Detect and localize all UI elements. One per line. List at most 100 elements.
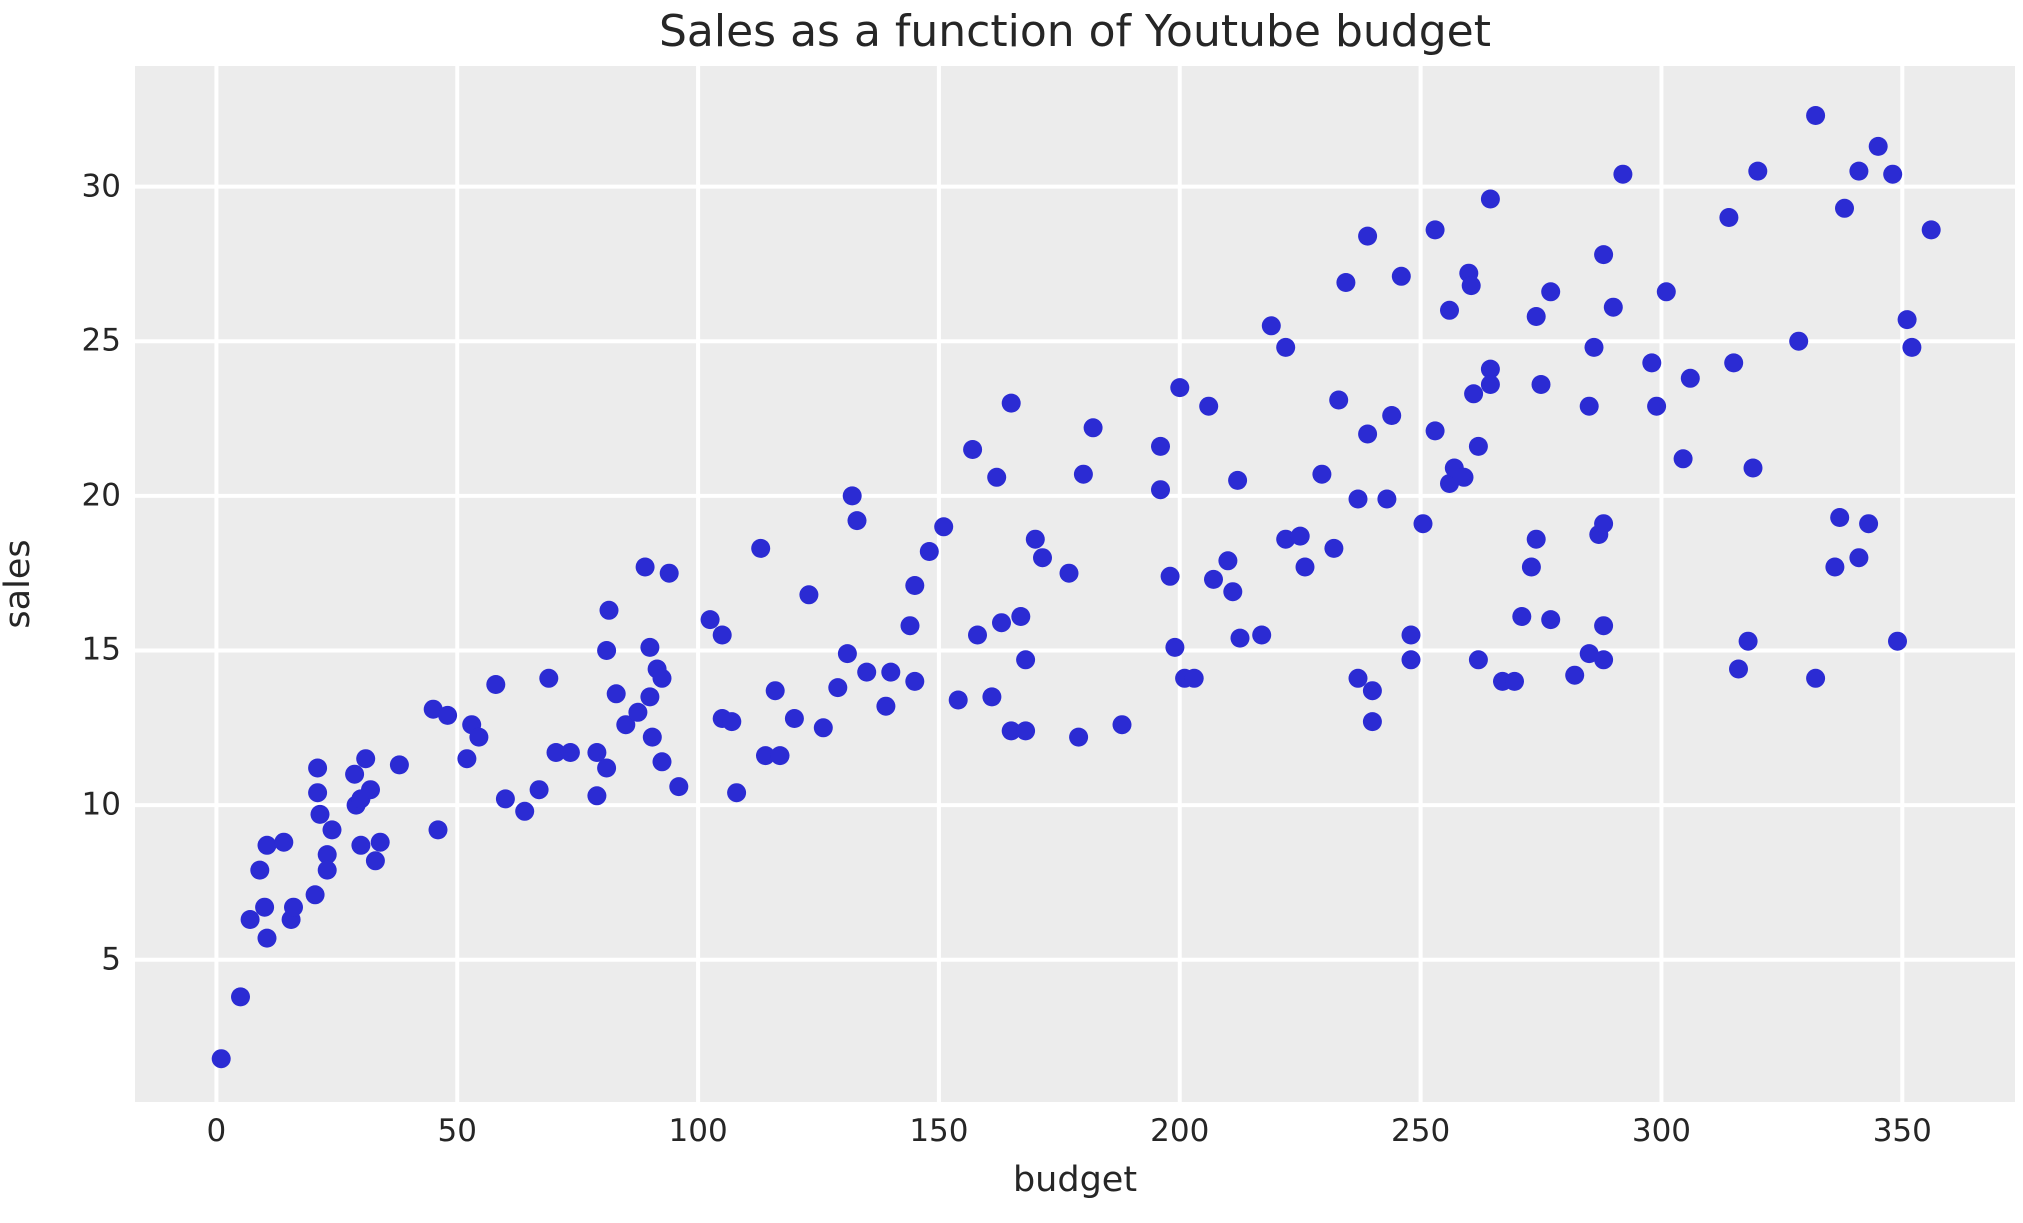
data-point: [1512, 607, 1532, 626]
data-point: [495, 789, 515, 809]
data-point: [1170, 378, 1190, 398]
data-point: [597, 641, 617, 660]
data-point: [1825, 557, 1845, 577]
data-point: [963, 440, 983, 459]
data-point: [457, 749, 477, 769]
data-point: [1729, 659, 1748, 679]
data-point: [1425, 220, 1445, 240]
data-point: [351, 835, 371, 855]
data-point: [700, 610, 720, 630]
data-point: [322, 820, 342, 840]
data-point: [1464, 384, 1484, 404]
data-point: [250, 860, 270, 880]
data-point: [1849, 548, 1869, 568]
data-point: [847, 511, 867, 531]
data-point: [616, 715, 636, 735]
data-point: [308, 783, 328, 803]
data-point: [606, 684, 626, 704]
x-tick-label: 50: [437, 1113, 477, 1149]
data-point: [1613, 164, 1633, 184]
data-point: [356, 749, 376, 769]
data-point: [469, 727, 489, 747]
data-point: [211, 1049, 231, 1069]
data-point: [587, 786, 607, 806]
data-point: [1083, 418, 1103, 438]
data-point: [982, 687, 1002, 707]
data-point: [1835, 198, 1854, 218]
data-point: [765, 681, 785, 701]
data-point: [948, 690, 968, 710]
data-point: [1218, 551, 1238, 571]
data-point: [1401, 650, 1421, 670]
data-point: [1440, 474, 1459, 493]
data-point: [1151, 480, 1170, 500]
data-point: [919, 542, 939, 561]
data-point: [1789, 331, 1809, 351]
data-point: [876, 696, 896, 716]
chart-title: Sales as a function of Youtube budget: [658, 6, 1491, 57]
data-point: [1859, 514, 1879, 534]
y-tick-label: 25: [81, 322, 121, 359]
data-point: [1261, 316, 1281, 336]
data-point: [1603, 297, 1623, 317]
data-point: [992, 613, 1011, 633]
data-point: [1584, 337, 1604, 357]
data-point: [1680, 368, 1700, 388]
data-point: [257, 835, 277, 855]
data-point: [1748, 161, 1768, 181]
data-point: [1647, 396, 1667, 416]
data-point: [1276, 529, 1296, 549]
data-point: [231, 987, 250, 1007]
data-point: [828, 678, 848, 698]
data-point: [560, 743, 580, 762]
data-point: [587, 743, 607, 762]
data-point: [486, 675, 506, 694]
data-point: [1391, 266, 1411, 286]
data-point: [756, 746, 775, 766]
data-point: [987, 467, 1007, 487]
y-axis-label: sales: [0, 539, 38, 629]
y-tick-label: 5: [101, 941, 121, 978]
data-point: [1001, 393, 1021, 413]
data-point: [310, 804, 330, 824]
data-point: [1454, 467, 1474, 487]
y-tick-label: 15: [81, 631, 121, 668]
data-point: [1531, 375, 1551, 394]
data-point: [1382, 406, 1402, 425]
data-point: [1377, 489, 1397, 509]
data-point: [1806, 106, 1826, 125]
x-tick-label: 250: [1391, 1113, 1451, 1149]
data-point: [1594, 245, 1614, 265]
data-point: [1738, 631, 1758, 651]
data-point: [1348, 668, 1368, 688]
data-point: [640, 687, 660, 707]
data-point: [770, 746, 790, 766]
data-point: [1480, 189, 1500, 209]
data-point: [968, 625, 987, 645]
data-point: [1312, 464, 1332, 484]
data-point: [799, 585, 819, 605]
data-point: [308, 758, 328, 778]
data-point: [597, 758, 617, 778]
data-point: [1228, 470, 1248, 490]
data-point: [1362, 712, 1382, 732]
x-tick-label: 200: [1150, 1113, 1210, 1149]
data-point: [1016, 650, 1036, 670]
data-point: [1579, 644, 1599, 664]
data-point: [628, 702, 648, 722]
x-tick-label: 350: [1872, 1113, 1932, 1149]
data-point: [1480, 375, 1500, 394]
data-point: [1358, 424, 1378, 444]
data-point: [1112, 715, 1132, 735]
data-point: [1324, 538, 1344, 558]
data-point: [1888, 631, 1907, 651]
data-point: [1468, 650, 1488, 670]
data-point: [1461, 276, 1481, 296]
x-tick-label: 150: [909, 1113, 969, 1149]
data-point: [1165, 637, 1185, 657]
data-point: [712, 625, 732, 645]
data-point: [1579, 396, 1599, 416]
data-point: [635, 557, 655, 577]
data-point: [669, 777, 689, 797]
data-point: [284, 897, 303, 917]
